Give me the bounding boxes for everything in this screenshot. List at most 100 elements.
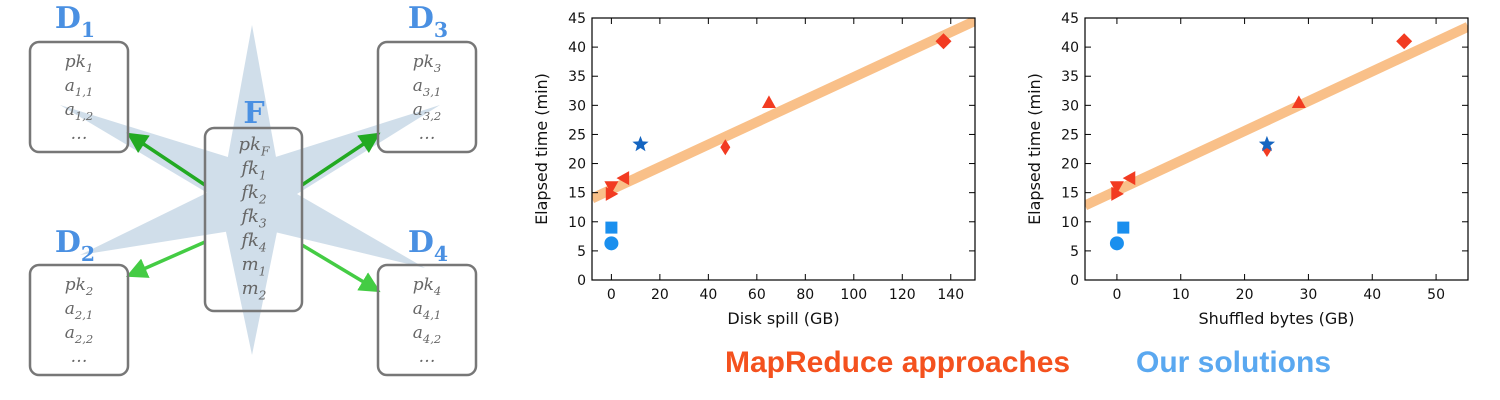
y-tick-label: 25 [1061, 127, 1079, 143]
data-point [1111, 186, 1124, 201]
data-point [1291, 95, 1306, 109]
legend-mapreduce-label: MapReduce approaches [725, 346, 1070, 379]
y-tick-label: 5 [577, 244, 586, 260]
dimension-attribute: a1,1 [65, 76, 94, 99]
fact-box [203, 126, 304, 313]
dimension-label: D1 [55, 1, 95, 42]
data-point [935, 33, 952, 50]
dimension-attribute: … [71, 124, 88, 144]
dimension-attribute: pk2 [65, 275, 94, 298]
x-tick-label: 20 [1236, 287, 1254, 303]
x-tick-label: 0 [607, 287, 616, 303]
data-point [761, 95, 776, 109]
y-tick-label: 45 [1061, 11, 1079, 27]
dimension-label: D4 [408, 225, 448, 266]
x-axis-label: Disk spill (GB) [727, 309, 839, 328]
dimension-attribute: pk4 [413, 275, 442, 298]
fact-attribute: m2 [242, 278, 267, 302]
dimension-attribute: a1,2 [65, 100, 94, 123]
y-axis-label: Elapsed time (min) [532, 73, 551, 225]
data-point [605, 221, 618, 234]
x-tick-label: 50 [1427, 287, 1445, 303]
dimension-attribute: pk1 [65, 52, 94, 75]
dimension-box [28, 263, 130, 377]
x-tick-label: 40 [699, 287, 717, 303]
trend-line [1085, 22, 1468, 211]
data-point [604, 181, 619, 194]
data-point [605, 186, 619, 201]
dimension-attribute: a2,1 [65, 299, 94, 322]
fact-attribute: fk2 [239, 182, 267, 206]
arrow-to-d3 [301, 132, 381, 187]
y-tick-label: 10 [568, 215, 586, 231]
star-schema-diagram: D1pk1a1,1a1,2…D2pk2a2,1a2,2…D3pk3a3,1a3,… [28, 1, 478, 377]
dimension-table-4: D4 pk4a4,1a4,2… [376, 225, 478, 377]
x-tick-label: 20 [651, 287, 669, 303]
data-point [1117, 221, 1130, 234]
y-tick-label: 15 [568, 186, 586, 202]
data-point [1258, 135, 1276, 152]
dimension-attribute: a3,2 [413, 100, 442, 123]
y-tick-label: 30 [568, 98, 586, 114]
y-tick-label: 40 [1061, 40, 1079, 56]
dimension-attribute: a4,1 [413, 299, 442, 322]
data-point [616, 171, 630, 186]
x-axis-label: Shuffled bytes (GB) [1198, 309, 1354, 328]
plot-frame [1084, 17, 1469, 281]
arrow-to-d1 [126, 132, 206, 187]
fact-attribute: fk4 [239, 230, 266, 254]
dimension-attribute: a3,1 [413, 76, 442, 99]
dimension-label: D2 [55, 225, 95, 266]
arrow-to-d2 [126, 240, 206, 278]
dimension-table-1: D1 pk1a1,1a1,2… [28, 1, 130, 154]
y-tick-label: 20 [1061, 157, 1079, 173]
fact-attribute: m1 [242, 254, 267, 278]
x-tick-label: 140 [937, 287, 964, 303]
x-tick-label: 30 [1300, 287, 1318, 303]
x-tick-label: 100 [840, 287, 867, 303]
legend: MapReduce approaches Our solutions [725, 346, 1331, 379]
y-axis-label: Elapsed time (min) [1025, 73, 1044, 225]
dimension-table-2: D2 pk2a2,1a2,2… [28, 225, 130, 377]
data-point [1109, 181, 1124, 194]
dimension-attribute: pk3 [413, 52, 442, 75]
shuffled-bytes-chart: 0 5 10 15 20 25 30 35 40 45 0 10 20 30 40 50 Shuffled by… [1025, 11, 1469, 328]
x-tick-label: 80 [796, 287, 814, 303]
fact-attribute: fk1 [239, 158, 266, 182]
y-tick-label: 0 [1070, 273, 1079, 289]
y-tick-label: 30 [1061, 98, 1079, 114]
y-tick-label: 35 [568, 69, 586, 85]
data-point [1122, 171, 1136, 186]
fact-attribute: pkF [239, 134, 270, 158]
x-tick-label: 0 [1112, 287, 1121, 303]
y-tick-label: 5 [1070, 244, 1079, 260]
dimension-attribute: a4,2 [413, 323, 442, 346]
fact-attribute: fk3 [239, 206, 267, 230]
star-highlight [60, 25, 440, 355]
data-point [720, 139, 731, 156]
dimension-box [376, 40, 478, 154]
disk-spill-chart: 0 5 10 15 20 25 30 35 40 45 0 20 40 60 80 100 120 140 Disk… [532, 11, 976, 328]
x-tick-label: 10 [1172, 287, 1190, 303]
y-tick-label: 0 [577, 273, 586, 289]
y-tick-label: 20 [568, 157, 586, 173]
plot-frame [591, 17, 976, 281]
dimension-attribute: … [419, 124, 436, 144]
data-point [1109, 236, 1124, 251]
x-tick-label: 40 [1363, 287, 1381, 303]
data-point [632, 135, 649, 152]
data-point [1396, 33, 1413, 50]
y-tick-label: 35 [1061, 69, 1079, 85]
x-tick-label: 60 [748, 287, 766, 303]
trend-line [592, 18, 975, 204]
y-tick-label: 15 [1061, 186, 1079, 202]
y-tick-label: 25 [568, 127, 586, 143]
y-tick-label: 10 [1061, 215, 1079, 231]
dimension-attribute: … [419, 347, 436, 367]
legend-ours-label: Our solutions [1136, 346, 1331, 379]
dimension-box [28, 40, 130, 154]
dimension-attribute: … [71, 347, 88, 367]
x-tick-label: 120 [889, 287, 916, 303]
